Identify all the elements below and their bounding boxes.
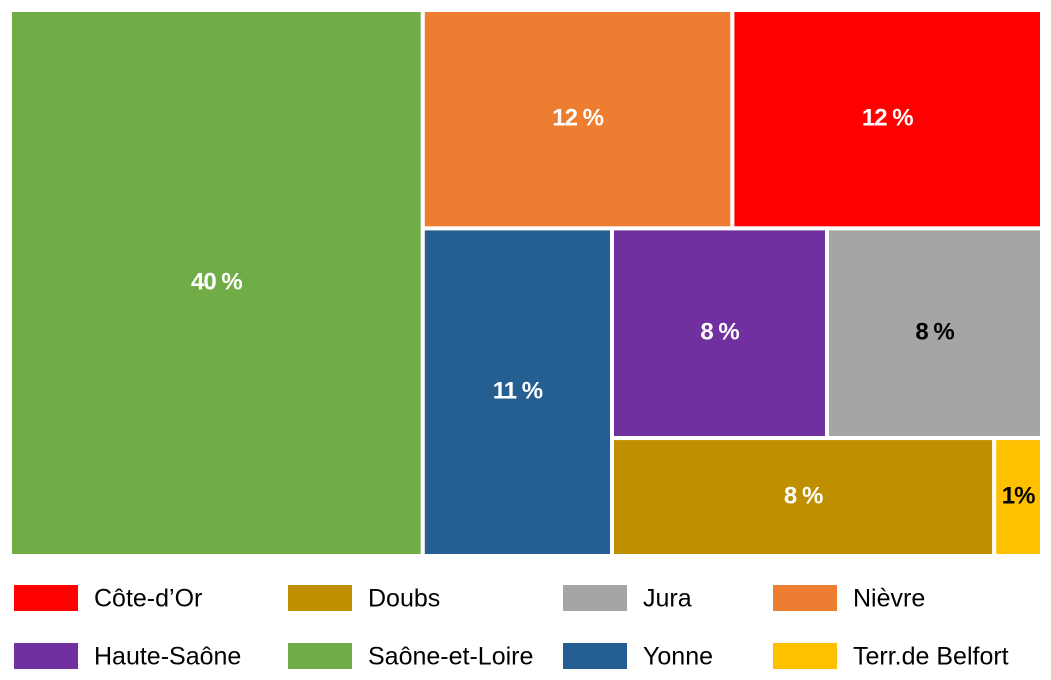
legend-swatch [773, 643, 837, 669]
legend-swatch [14, 643, 78, 669]
value-label: 8 % [784, 482, 823, 509]
legend-label: Terr.de Belfort [853, 643, 1009, 671]
legend-label: Nièvre [853, 585, 925, 613]
legend-swatch [563, 585, 627, 611]
value-label: 40 % [191, 268, 242, 295]
legend-label: Côte-d’Or [94, 585, 202, 613]
value-label: 8 % [700, 319, 739, 346]
treemap-tile [992, 436, 1045, 558]
treemap-tile [8, 8, 425, 558]
legend-swatch [563, 643, 627, 669]
value-label: 11 % [493, 378, 543, 405]
legend-label: Jura [643, 585, 692, 613]
legend-swatch [288, 585, 352, 611]
legend-swatch [773, 585, 837, 611]
legend-label: Haute-Saône [94, 643, 241, 671]
value-label: 12 % [862, 105, 913, 132]
legend-label: Saône-et-Loire [368, 643, 533, 671]
treemap-tile [730, 8, 1045, 231]
treemap-tile [825, 226, 1044, 441]
legend-swatch [14, 585, 78, 611]
legend-label: Yonne [643, 643, 713, 671]
value-label: 8 % [915, 319, 954, 346]
value-label: 12 % [552, 105, 603, 132]
value-label: 1% [1002, 482, 1035, 509]
legend-swatch [288, 643, 352, 669]
legend-label: Doubs [368, 585, 440, 613]
treemap-tile [610, 436, 997, 558]
treemap-tile [420, 8, 735, 231]
